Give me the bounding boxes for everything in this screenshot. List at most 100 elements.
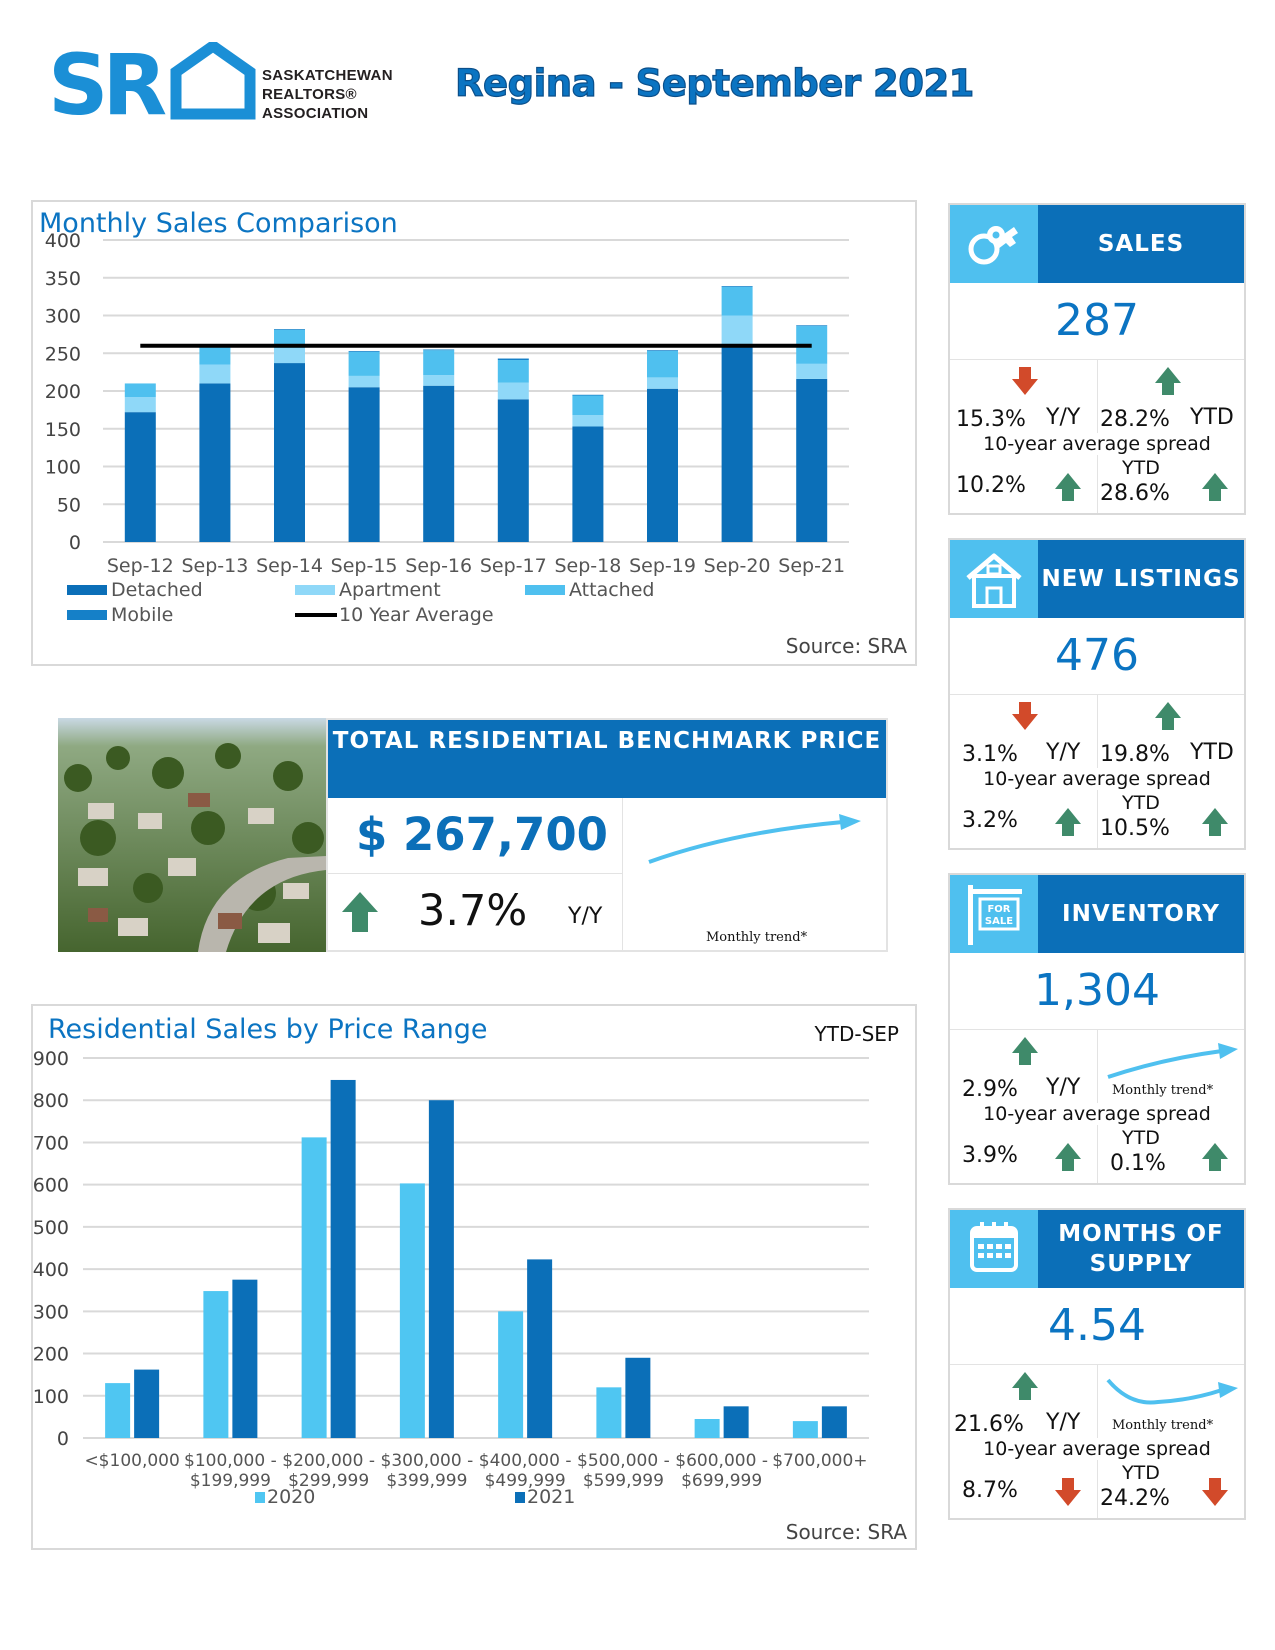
- keys-icon: [950, 205, 1038, 283]
- bar-2020-<$100,000: [105, 1383, 131, 1438]
- months-of-supply-value: 4.54: [1048, 1300, 1146, 1351]
- new-listings-spread-yy: 3.2%: [962, 808, 1018, 833]
- bar-apartment-Sep-16: [423, 375, 455, 386]
- up-arrow-icon: [1012, 1037, 1038, 1065]
- bar-2020-$700,000+: [792, 1421, 818, 1438]
- bar-2021-$500,000 - $599,999: [625, 1357, 651, 1438]
- bar-apartment-Sep-13: [199, 364, 231, 384]
- legend-label: 2021: [527, 1486, 575, 1508]
- sign-text: FOR: [987, 904, 1010, 915]
- bar-attached-Sep-17: [497, 360, 529, 383]
- bar-apartment-Sep-14: [274, 347, 305, 364]
- new-listings-spread-label: 10-year average spread: [950, 768, 1244, 790]
- y-tick-label: 300: [45, 306, 81, 328]
- months-of-supply-trend-caption: Monthly trend*: [1112, 1418, 1214, 1433]
- bar-detached-Sep-15: [348, 387, 380, 542]
- bar-2021-$700,000+: [821, 1406, 847, 1438]
- inventory-yy: 2.9%: [962, 1077, 1018, 1102]
- x-tick-label: Sep-12: [107, 555, 174, 577]
- bar-attached-Sep-14: [274, 329, 305, 348]
- logo-letters: SR: [48, 42, 165, 122]
- sra-logo: SR: [48, 36, 408, 134]
- x-tick-label: $700,000+: [772, 1451, 867, 1471]
- y-tick-label: 200: [45, 381, 81, 403]
- bar-attached-Sep-19: [647, 350, 678, 378]
- y-tick-label: 100: [33, 1386, 69, 1408]
- y-tick-label: 300: [33, 1301, 69, 1323]
- bar-mobile-Sep-17: [497, 358, 529, 361]
- inventory-trend-caption: Monthly trend*: [1112, 1083, 1214, 1098]
- sra-logo-mark: SR: [48, 36, 256, 134]
- new-listings-label: NEW LISTINGS: [1041, 566, 1241, 592]
- bar-detached-Sep-16: [423, 385, 455, 542]
- house-icon: [950, 540, 1038, 618]
- bar-mobile-Sep-20: [721, 286, 753, 287]
- months-of-supply-yy-label: Y/Y: [1046, 1410, 1081, 1435]
- benchmark-change: 3.7%: [418, 886, 528, 936]
- bar-attached-Sep-20: [721, 286, 753, 316]
- bar-mobile-Sep-19: [647, 350, 678, 351]
- bar-2020-$300,000 - $399,999: [399, 1183, 425, 1438]
- sales-yy: 15.3%: [956, 407, 1026, 432]
- new-listings-ytd-label: YTD: [1190, 740, 1234, 765]
- bar-mobile-Sep-15: [348, 350, 380, 352]
- bar-2020-$100,000 - $199,999: [203, 1291, 229, 1438]
- sales-ytd-label: YTD: [1190, 405, 1234, 430]
- x-tick-label: $500,000 -: [577, 1451, 670, 1471]
- new-listings-value: 476: [1055, 630, 1139, 681]
- y-tick-label: 700: [33, 1132, 69, 1154]
- page-title: Regina - September 2021: [454, 61, 975, 105]
- legend-label: Apartment: [339, 579, 441, 601]
- monthly-sales-title: Monthly Sales Comparison: [39, 208, 398, 239]
- y-tick-label: 900: [33, 1048, 69, 1070]
- sales-value: 287: [1055, 295, 1139, 346]
- up-arrow-icon: [1012, 1372, 1038, 1400]
- sales-spread-ytd: 28.6%: [1100, 481, 1170, 506]
- bar-2020-$200,000 - $299,999: [301, 1137, 327, 1438]
- inventory-spread-ytd-label: YTD: [1122, 1127, 1160, 1149]
- y-tick-label: 400: [33, 1259, 69, 1281]
- y-tick-label: 150: [45, 419, 81, 441]
- new-listings-card: NEW LISTINGS 476 3.1% Y/Y 19.8% YTD 10-y…: [948, 538, 1246, 850]
- x-tick-label: $399,999: [386, 1471, 467, 1491]
- months-of-supply-card: MONTHS OF SUPPLY 4.54 21.6% Y/Y Monthly …: [948, 1208, 1246, 1520]
- legend-label: Attached: [569, 579, 654, 601]
- legend-label: 10 Year Average: [339, 604, 494, 626]
- y-tick-label: 800: [33, 1090, 69, 1112]
- bar-2021-$200,000 - $299,999: [330, 1079, 356, 1438]
- bar-attached-Sep-13: [199, 346, 231, 365]
- legend-label: 2020: [267, 1486, 315, 1508]
- months-of-supply-spread-yy: 8.7%: [962, 1478, 1018, 1503]
- months-of-supply-spread-ytd-label: YTD: [1122, 1462, 1160, 1484]
- y-tick-label: 100: [45, 457, 81, 479]
- legend-swatch: [255, 1492, 265, 1503]
- y-tick-label: 0: [57, 1428, 69, 1450]
- bar-2020-$500,000 - $599,999: [596, 1387, 622, 1438]
- y-tick-label: 400: [45, 230, 81, 252]
- new-listings-spread-ytd-label: YTD: [1122, 792, 1160, 814]
- price-range-title: Residential Sales by Price Range: [48, 1014, 488, 1045]
- bar-attached-Sep-15: [348, 351, 380, 376]
- legend-swatch: [295, 585, 335, 595]
- x-tick-label: Sep-20: [704, 555, 771, 577]
- sales-spread-label: 10-year average spread: [950, 433, 1244, 455]
- x-tick-label: Sep-21: [778, 555, 845, 577]
- y-tick-label: 500: [33, 1217, 69, 1239]
- up-arrow-icon: [1055, 473, 1081, 501]
- bar-2021-$100,000 - $199,999: [232, 1279, 258, 1438]
- x-tick-label: $199,999: [190, 1471, 271, 1491]
- x-tick-label: $400,000 -: [479, 1451, 572, 1471]
- x-tick-label: Sep-16: [405, 555, 472, 577]
- y-tick-label: 350: [45, 268, 81, 290]
- up-arrow-icon: [1055, 808, 1081, 836]
- up-arrow-icon: [1202, 808, 1228, 836]
- months-of-supply-spread-label: 10-year average spread: [950, 1438, 1244, 1460]
- bar-apartment-Sep-17: [497, 382, 529, 400]
- months-of-supply-trend-sparkline: [1106, 1378, 1238, 1405]
- sales-spread-yy: 10.2%: [956, 473, 1026, 498]
- price-range-period: YTD-SEP: [814, 1022, 899, 1046]
- down-arrow-icon: [1012, 702, 1038, 730]
- bar-detached-Sep-21: [796, 378, 828, 542]
- bar-attached-Sep-18: [572, 395, 604, 416]
- benchmark-trend-sparkline: [648, 814, 861, 864]
